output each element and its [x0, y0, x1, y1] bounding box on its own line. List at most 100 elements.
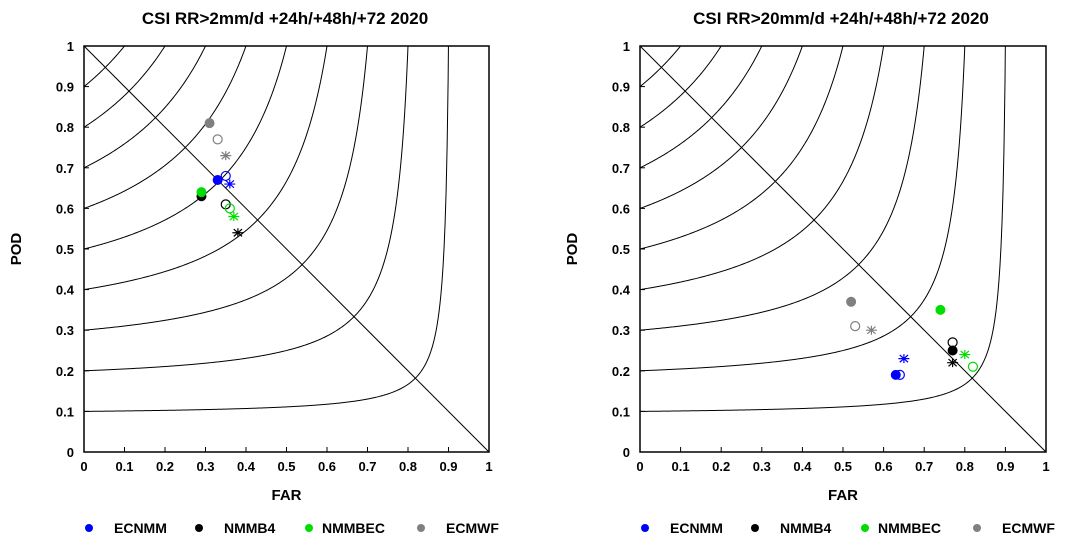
point-nmmbec-72h	[959, 350, 971, 360]
legend-marker-ecnmm	[85, 524, 93, 532]
y-axis-label: POD	[8, 233, 25, 266]
point-nmmb4-48h	[947, 337, 958, 348]
x-tick-label: 0.1	[672, 459, 690, 474]
point-ecmwf-72h	[220, 151, 232, 161]
legend-marker-nmmbec	[861, 524, 869, 532]
point-nmmbec-24h	[196, 187, 207, 198]
legend-marker-nmmbec	[305, 524, 313, 532]
y-tick-label: 0	[623, 445, 630, 460]
x-tick-label: 0.6	[318, 459, 336, 474]
legend-label-nmmb4: NMMB4	[780, 520, 832, 536]
point-ecmwf-48h	[850, 321, 861, 332]
point-nmmbec-72h	[228, 212, 240, 222]
legend-marker-nmmb4	[195, 524, 203, 532]
csi-isoline	[84, 46, 409, 372]
legend-marker-nmmb4	[751, 524, 759, 532]
chart-title: CSI RR>20mm/d +24h/+48h/+72 2020	[693, 9, 989, 28]
x-tick-label: 0	[636, 459, 643, 474]
x-tick-label: 0	[80, 459, 87, 474]
y-tick-label: 0.6	[56, 201, 74, 216]
y-tick-label: 0.9	[56, 80, 74, 95]
data-points	[196, 118, 244, 238]
csi-isolines	[640, 46, 1006, 412]
point-nmmb4-24h	[947, 345, 958, 356]
point-nmmbec-48h	[224, 203, 235, 214]
x-tick-label: 0.7	[915, 459, 933, 474]
y-tick-label: 0.9	[612, 80, 630, 95]
legend: ECNMM NMMB4 NMMBEC ECMWF	[641, 520, 1055, 536]
chart-panel-1: CSI RR>2mm/d +24h/+48h/+72 2020 0 0.1 0.2 0.…	[8, 9, 499, 536]
diagonal-line	[639, 45, 1047, 453]
csi-isoline	[640, 46, 966, 372]
x-tick-label: 0.5	[834, 459, 852, 474]
csi-isoline	[640, 46, 844, 250]
csi-isoline	[84, 46, 207, 169]
point-ecnmm-72h	[224, 179, 236, 189]
x-axis-label: FAR	[828, 487, 858, 504]
legend-label-ecnmm: ECNMM	[114, 520, 167, 536]
y-tick-label: 0.7	[56, 161, 74, 176]
x-tick-label: 0.7	[358, 459, 376, 474]
y-tick-label: 0.4	[56, 283, 75, 298]
y-tick-label: 0.3	[56, 323, 74, 338]
x-tick-label: 0.3	[196, 459, 214, 474]
csi-isoline	[640, 46, 885, 291]
csi-isoline	[84, 46, 449, 412]
legend-marker-ecmwf	[973, 524, 981, 532]
point-ecnmm-48h	[894, 369, 905, 380]
point-nmmb4-72h	[232, 228, 244, 238]
x-tick-label: 0.4	[237, 459, 256, 474]
legend-label-nmmb4: NMMB4	[224, 520, 276, 536]
y-tick-label: 0.8	[56, 120, 74, 135]
y-tick-label: 0.1	[56, 404, 74, 419]
diagonal-line	[83, 45, 490, 453]
y-axis-label: POD	[564, 233, 581, 266]
data-points	[846, 296, 979, 380]
point-ecmwf-48h	[212, 134, 223, 145]
legend-marker-ecnmm	[641, 524, 649, 532]
csi-isolines	[84, 46, 449, 412]
y-tick-label: 0.6	[612, 201, 630, 216]
x-tick-label: 0.5	[277, 459, 295, 474]
y-tick-label: 0.2	[612, 364, 630, 379]
legend-label-nmmbec: NMMBEC	[322, 520, 385, 536]
x-tick-label: 0.4	[793, 459, 812, 474]
y-tick-label: 1	[67, 39, 74, 54]
csi-isoline	[640, 46, 763, 169]
x-tick-label: 0.9	[439, 459, 457, 474]
y-tick-label: 0.5	[612, 242, 630, 257]
chart-panel-2: CSI RR>20mm/d +24h/+48h/+72 2020 0 0.1 0.2 0…	[564, 9, 1055, 536]
chart-title: CSI RR>2mm/d +24h/+48h/+72 2020	[142, 9, 428, 28]
x-axis-label: FAR	[272, 487, 302, 504]
point-ecnmm-24h	[212, 174, 223, 185]
point-ecmwf-24h	[846, 296, 857, 307]
point-ecnmm-48h	[220, 170, 231, 182]
csi-isoline	[640, 46, 925, 331]
x-tick-label: 0.8	[399, 459, 417, 474]
x-tick-label: 0.3	[753, 459, 771, 474]
csi-isoline	[640, 46, 803, 209]
y-tick-label: 0.5	[56, 242, 74, 257]
point-nmmbec-24h	[935, 304, 946, 315]
x-tick-label: 0.6	[875, 459, 893, 474]
y-tick-label: 0.3	[612, 323, 630, 338]
legend-label-ecmwf: ECMWF	[1002, 520, 1055, 536]
y-tick-label: 0.2	[56, 364, 74, 379]
point-ecmwf-72h	[865, 325, 877, 335]
legend-label-ecnmm: ECNMM	[670, 520, 723, 536]
y-tick-label: 0	[67, 445, 74, 460]
csi-isoline	[84, 46, 288, 250]
csi-isoline	[84, 46, 328, 291]
legend-label-ecmwf: ECMWF	[446, 520, 499, 536]
csi-isoline	[84, 46, 166, 128]
y-tick-label: 0.1	[612, 404, 630, 419]
y-tick-label: 1	[623, 39, 630, 54]
csi-isoline	[640, 46, 1006, 412]
point-nmmbec-48h	[967, 361, 979, 372]
x-tick-label: 1	[485, 459, 492, 474]
legend-label-nmmbec: NMMBEC	[878, 520, 941, 536]
x-tick-label: 1	[1042, 459, 1049, 474]
point-ecmwf-24h	[204, 118, 215, 129]
